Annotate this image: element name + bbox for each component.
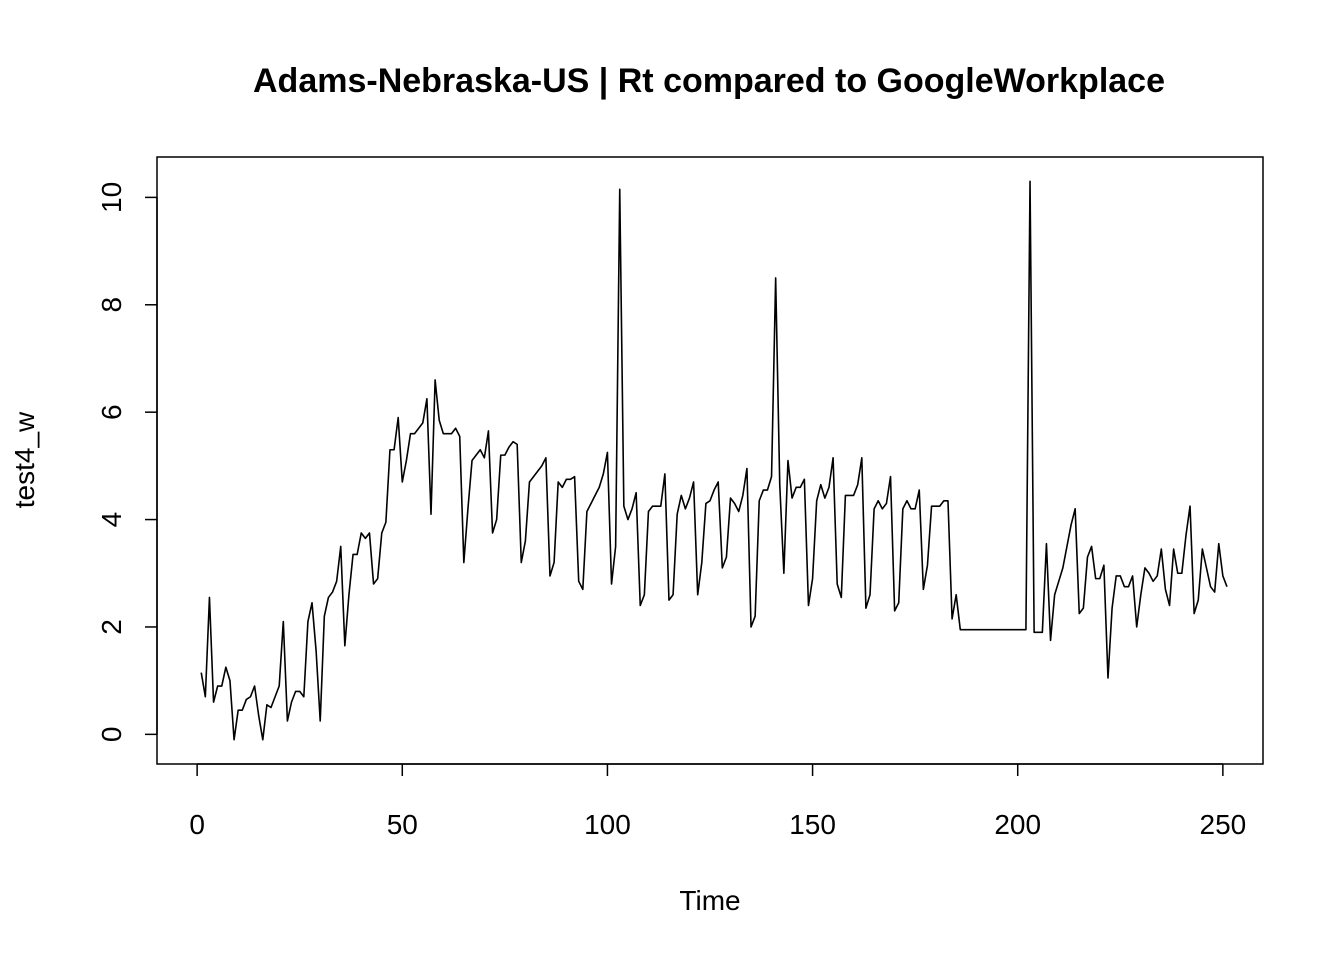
x-tick-label: 250 <box>1200 809 1247 840</box>
series-group <box>200 180 1228 741</box>
x-tick-label: 150 <box>789 809 836 840</box>
x-axis: 0 50 100 150 200 250 <box>189 763 1247 840</box>
y-tick-label: 10 <box>96 182 127 213</box>
y-tick-label: 8 <box>96 297 127 313</box>
x-tick-label: 50 <box>387 809 418 840</box>
x-axis-title: Time <box>679 885 740 916</box>
x-tick-label: 0 <box>189 809 205 840</box>
y-tick-label: 6 <box>96 404 127 420</box>
x-tick-label: 100 <box>584 809 631 840</box>
chart-title: Adams-Nebraska-US | Rt compared to Googl… <box>253 62 1165 100</box>
x-tick-label: 200 <box>994 809 1041 840</box>
y-axis-title: test4_w <box>9 411 40 508</box>
y-tick-label: 2 <box>96 619 127 635</box>
y-tick-label: 0 <box>96 727 127 743</box>
series-line <box>200 180 1228 741</box>
y-tick-label: 4 <box>96 512 127 528</box>
y-axis: 0 2 4 6 8 10 <box>96 182 158 743</box>
